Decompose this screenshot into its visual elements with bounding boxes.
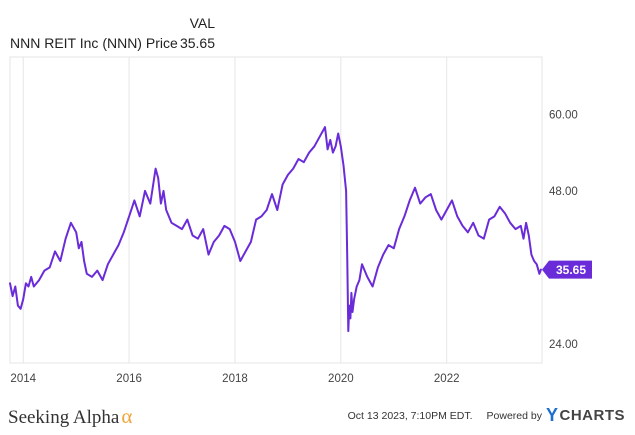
series-group — [9, 126, 542, 333]
last-value-flag — [542, 260, 592, 279]
timestamp: Oct 13 2023, 7:10PM EDT. — [347, 409, 473, 422]
legend-series-value: 35.65 — [179, 35, 215, 51]
x-tick-label: 2020 — [328, 373, 354, 385]
powered-by-label: Powered by — [486, 409, 542, 422]
x-tick-label: 2014 — [10, 373, 36, 385]
series-line[interactable] — [9, 126, 542, 333]
x-tick-label: 2016 — [116, 373, 142, 385]
y-tick-label: 48.00 — [549, 186, 578, 198]
x-tick-label: 2018 — [222, 373, 248, 385]
footer-info: Oct 13 2023, 7:10PM EDT. Powered by Y CH… — [348, 405, 625, 426]
x-axis: 2014 2016 2018 2020 2022 — [10, 373, 459, 385]
ycharts-text: CHARTS — [559, 407, 625, 424]
legend-series-name: NNN REIT Inc (NNN) Price — [10, 35, 178, 51]
grid-lines — [9, 56, 543, 364]
brand-text: Seeking Alpha — [8, 407, 120, 428]
last-value-text: 35.65 — [556, 263, 586, 277]
last-value-label: 35.65 — [542, 260, 592, 279]
x-tick-label: 2022 — [434, 373, 460, 385]
plot-border — [9, 56, 543, 364]
y-tick-label: 60.00 — [549, 109, 578, 121]
legend-column-label: VAL — [189, 15, 215, 31]
ycharts-y-icon: Y — [545, 405, 559, 425]
seeking-alpha-logo[interactable]: Seeking Alphaα — [8, 404, 132, 429]
alpha-symbol: α — [121, 404, 133, 428]
y-tick-label: 24.00 — [549, 339, 578, 351]
ycharts-logo[interactable]: Y CHARTS — [546, 405, 625, 426]
